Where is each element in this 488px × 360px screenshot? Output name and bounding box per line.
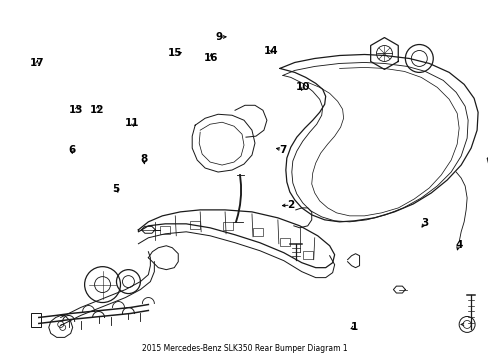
Text: 1: 1 [350, 322, 357, 332]
Text: 7: 7 [278, 144, 285, 154]
Bar [486, 152, 488, 185]
Text: 14: 14 [264, 46, 278, 56]
Text: 3: 3 [420, 218, 427, 228]
Text: 6: 6 [68, 144, 75, 154]
Text: 16: 16 [203, 53, 218, 63]
Bar [279, 238, 289, 246]
Text: 2: 2 [286, 200, 294, 210]
Bar [160, 226, 170, 234]
Text: 2015 Mercedes-Benz SLK350 Rear Bumper Diagram 1: 2015 Mercedes-Benz SLK350 Rear Bumper Di… [142, 344, 346, 353]
Bar [190, 221, 200, 229]
Text: 8: 8 [140, 154, 147, 164]
Text: 4: 4 [454, 239, 462, 249]
Bar [223, 222, 233, 230]
Text: 11: 11 [125, 118, 140, 128]
Bar [31, 314, 41, 328]
Text: 15: 15 [168, 48, 182, 58]
Bar [252, 228, 263, 236]
Text: 9: 9 [215, 32, 222, 42]
Bar [302, 251, 312, 259]
Text: 12: 12 [90, 105, 104, 115]
Text: 5: 5 [112, 184, 119, 194]
Text: 17: 17 [30, 58, 44, 68]
Text: 10: 10 [296, 82, 310, 93]
Text: 13: 13 [69, 105, 83, 115]
